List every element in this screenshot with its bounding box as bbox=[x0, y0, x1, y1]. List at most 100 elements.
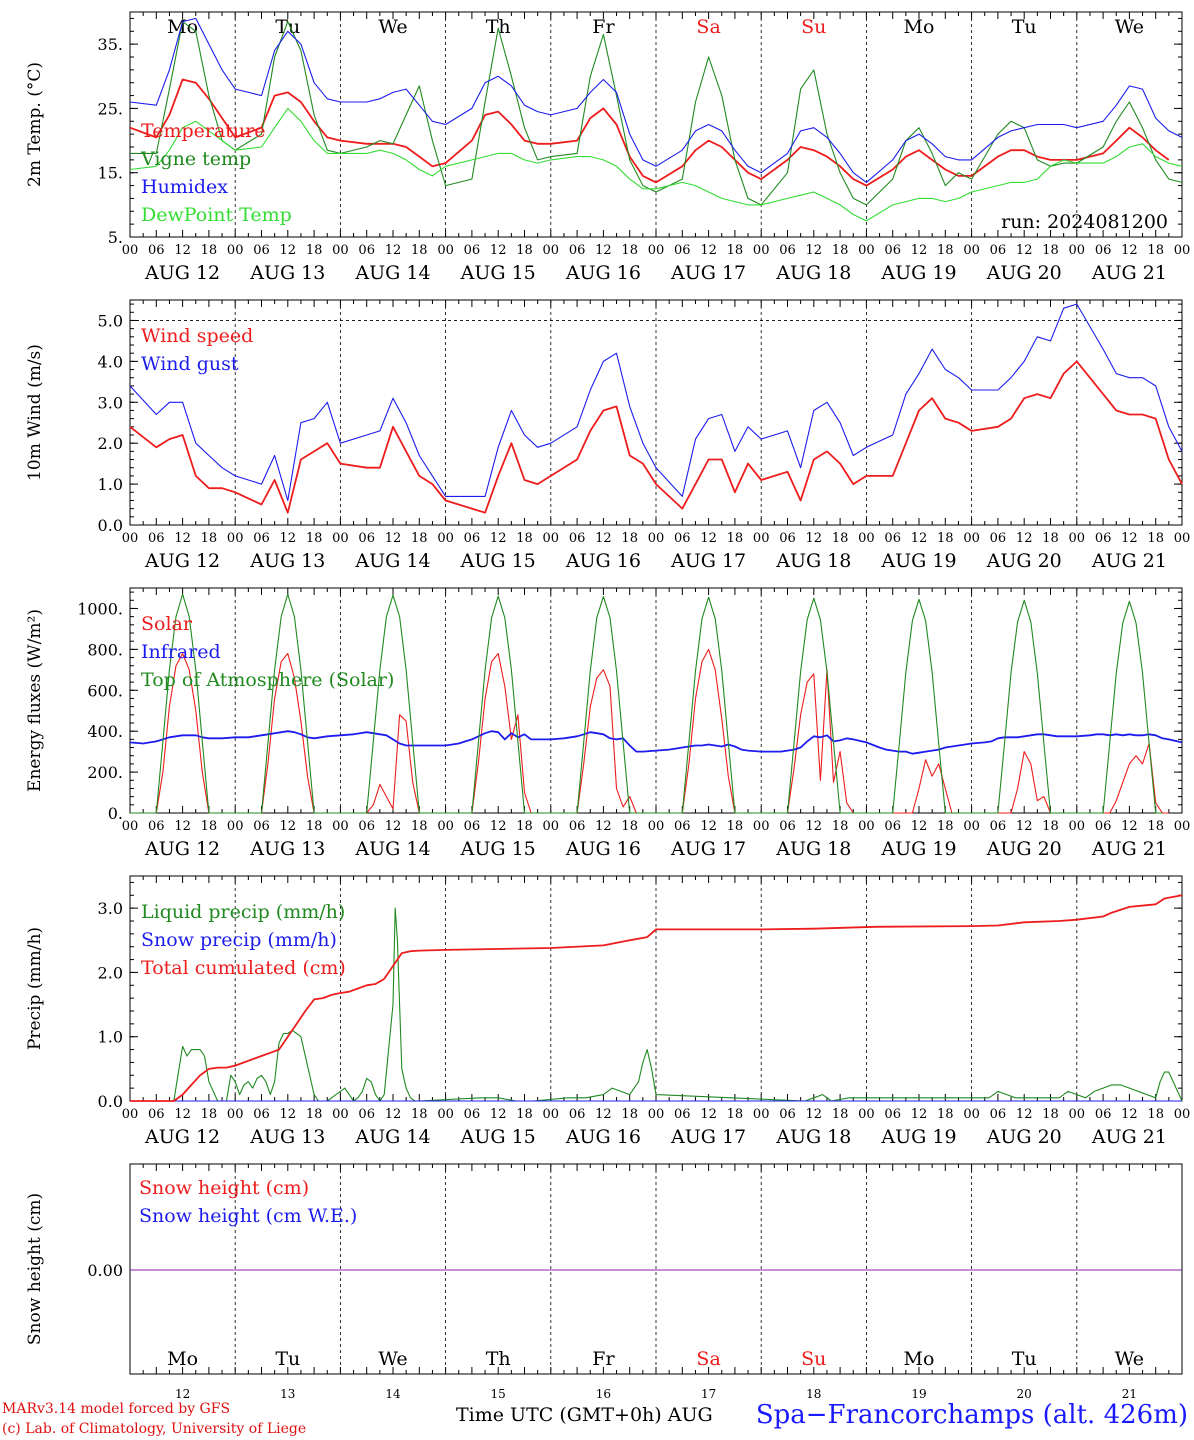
hour-tick-label: 06 bbox=[674, 1107, 691, 1122]
series-line-1 bbox=[130, 907, 1183, 1102]
hour-tick-label: 00 bbox=[332, 531, 349, 546]
hour-tick-label: 00 bbox=[648, 531, 665, 546]
legend-entry: Top of Atmosphere (Solar) bbox=[141, 669, 394, 691]
date-label: AUG 19 bbox=[880, 550, 956, 572]
hour-tick-label: 12 bbox=[911, 531, 928, 546]
hour-tick-label: 18 bbox=[411, 531, 428, 546]
hour-tick-label: 06 bbox=[148, 819, 165, 834]
hour-tick-label: 12 bbox=[385, 819, 402, 834]
hour-tick-label: 00 bbox=[227, 1107, 244, 1122]
y-tick-label: 1.0 bbox=[98, 1028, 123, 1047]
y-tick-label: 0.0 bbox=[98, 516, 123, 535]
y-tick-label: 200. bbox=[87, 763, 123, 782]
time-axis-month: AUG bbox=[667, 1404, 713, 1426]
hour-tick-label: 18 bbox=[411, 243, 428, 258]
hour-tick-label: 12 bbox=[490, 531, 507, 546]
hour-tick-label: 12 bbox=[700, 531, 717, 546]
lab-credit: (c) Lab. of Climatology, University of L… bbox=[2, 1421, 307, 1437]
legend-entry: Humidex bbox=[141, 176, 228, 198]
y-tick-label: 400. bbox=[87, 722, 123, 741]
y-tick-label: 2.0 bbox=[98, 434, 123, 453]
hour-tick-label: 00 bbox=[1069, 531, 1086, 546]
date-label: AUG 18 bbox=[775, 1126, 851, 1148]
hour-tick-label: 00 bbox=[1069, 819, 1086, 834]
legend-entry: Wind speed bbox=[141, 325, 253, 347]
hour-tick-label: 18 bbox=[937, 1107, 954, 1122]
date-label: AUG 20 bbox=[986, 838, 1062, 860]
panel-3: 0. 200. 400. 600. 800. 1000. Energy fluxes (W/… bbox=[25, 587, 1190, 860]
hour-tick-label: 12 bbox=[174, 243, 191, 258]
day-number-label: 21 bbox=[1122, 1387, 1137, 1401]
weekday-label: Th bbox=[486, 1348, 511, 1370]
hour-tick-label: 00 bbox=[227, 243, 244, 258]
hour-tick-label: 00 bbox=[122, 531, 139, 546]
hour-tick-label: 18 bbox=[306, 243, 323, 258]
hour-tick-label: 18 bbox=[201, 819, 218, 834]
date-label: AUG 12 bbox=[144, 1126, 220, 1148]
hour-tick-label: 12 bbox=[385, 1107, 402, 1122]
date-label: AUG 12 bbox=[144, 838, 220, 860]
hour-tick-label: 18 bbox=[201, 531, 218, 546]
hour-tick-label: 00 bbox=[1174, 531, 1191, 546]
panel-5: 0.00 Snow height (cm) Snow height (cm) Snow… bbox=[25, 1163, 1183, 1401]
hour-tick-label: 06 bbox=[884, 1107, 901, 1122]
series-line-2 bbox=[129, 303, 1183, 502]
hour-tick-label: 00 bbox=[437, 819, 454, 834]
y-axis-label: Energy fluxes (W/m²) bbox=[25, 609, 45, 792]
hour-tick-label: 06 bbox=[569, 243, 586, 258]
weekday-label: Su bbox=[801, 1348, 826, 1370]
y-tick-label: 600. bbox=[87, 681, 123, 700]
series-line-1 bbox=[129, 360, 1183, 514]
hour-tick-label: 06 bbox=[569, 531, 586, 546]
date-label: AUG 18 bbox=[775, 838, 851, 860]
time-axis-label: Time UTC (GMT+0h) bbox=[456, 1404, 662, 1426]
hour-tick-label: 12 bbox=[911, 243, 928, 258]
y-tick-label: 3.0 bbox=[98, 393, 123, 412]
weekday-label: Th bbox=[486, 16, 511, 38]
date-label: AUG 15 bbox=[460, 1126, 536, 1148]
date-label: AUG 19 bbox=[880, 1126, 956, 1148]
date-label: AUG 20 bbox=[986, 1126, 1062, 1148]
hour-tick-label: 06 bbox=[253, 531, 270, 546]
hour-tick-label: 12 bbox=[700, 819, 717, 834]
hour-tick-label: 06 bbox=[884, 243, 901, 258]
hour-tick-label: 12 bbox=[490, 1107, 507, 1122]
legend-entry: Snow height (cm W.E.) bbox=[139, 1205, 357, 1227]
hour-tick-label: 06 bbox=[358, 1107, 375, 1122]
hour-tick-label: 12 bbox=[595, 1107, 612, 1122]
day-number-label: 15 bbox=[491, 1387, 506, 1401]
hour-tick-label: 00 bbox=[963, 243, 980, 258]
hour-tick-label: 00 bbox=[963, 819, 980, 834]
date-label: AUG 16 bbox=[565, 1126, 641, 1148]
weekday-label: Fr bbox=[592, 1348, 615, 1370]
weekday-label: Sa bbox=[696, 1348, 720, 1370]
date-label: AUG 13 bbox=[249, 550, 325, 572]
hour-tick-label: 00 bbox=[1069, 243, 1086, 258]
hour-tick-label: 00 bbox=[1174, 1107, 1191, 1122]
hour-tick-label: 12 bbox=[1121, 1107, 1138, 1122]
hour-tick-label: 00 bbox=[227, 531, 244, 546]
date-label: AUG 20 bbox=[986, 550, 1062, 572]
hour-tick-label: 18 bbox=[1042, 531, 1059, 546]
date-label: AUG 18 bbox=[775, 550, 851, 572]
weekday-label: Fr bbox=[592, 16, 615, 38]
hour-tick-label: 18 bbox=[306, 531, 323, 546]
hour-tick-label: 06 bbox=[990, 531, 1007, 546]
date-label: AUG 14 bbox=[354, 1126, 430, 1148]
hour-tick-label: 00 bbox=[1069, 1107, 1086, 1122]
day-number-label: 13 bbox=[280, 1387, 295, 1401]
hour-tick-label: 18 bbox=[516, 1107, 533, 1122]
hour-tick-label: 12 bbox=[806, 243, 823, 258]
weekday-label: We bbox=[378, 1348, 407, 1370]
legend-entry: Solar bbox=[141, 613, 193, 635]
hour-tick-label: 06 bbox=[674, 531, 691, 546]
weekday-label: Tu bbox=[1012, 16, 1037, 38]
legend-entry: Infrared bbox=[141, 641, 221, 663]
plot-frame bbox=[129, 299, 1183, 526]
hour-tick-label: 00 bbox=[648, 1107, 665, 1122]
date-label: AUG 17 bbox=[670, 550, 746, 572]
hour-tick-label: 12 bbox=[1121, 531, 1138, 546]
date-label: AUG 16 bbox=[565, 550, 641, 572]
hour-tick-label: 06 bbox=[1095, 243, 1112, 258]
y-tick-label: 0.00 bbox=[87, 1261, 123, 1280]
